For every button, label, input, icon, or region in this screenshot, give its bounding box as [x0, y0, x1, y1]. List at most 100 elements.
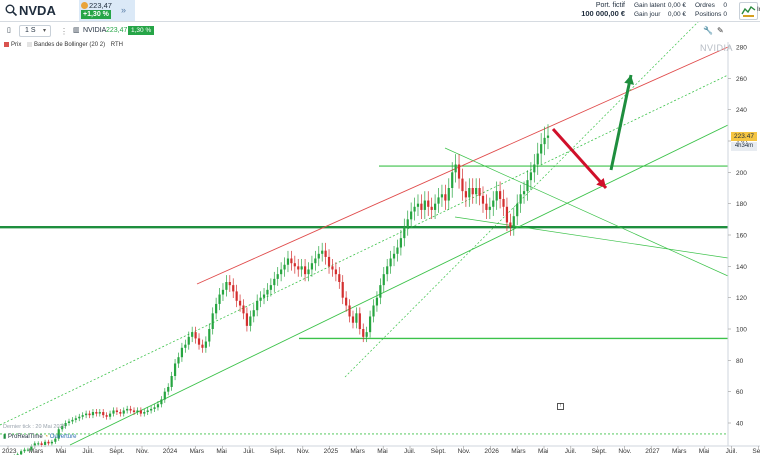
candle-body	[283, 264, 286, 270]
candle-body	[451, 172, 454, 188]
candle-body	[454, 164, 457, 173]
candle-body	[433, 203, 437, 210]
candle-body	[420, 203, 423, 210]
legend-rth[interactable]: RTH	[110, 42, 123, 49]
candle-body	[478, 188, 481, 196]
candle-body	[252, 310, 255, 317]
candle-body	[396, 247, 399, 254]
candle-body	[464, 191, 467, 198]
candle-body	[351, 316, 355, 323]
app-shortcut-label: In	[757, 6, 760, 13]
portfolio-label: Port. fictif	[595, 2, 625, 9]
candle-body	[67, 421, 71, 423]
alert-icon[interactable]: !	[557, 403, 564, 410]
candle-body	[406, 219, 409, 228]
wrench-icon[interactable]: 🔧	[703, 26, 713, 35]
x-tick-label: Sept.	[752, 448, 760, 455]
up-arrow-shaft	[609, 74, 633, 171]
interval-select[interactable]: 1 S ▾	[19, 25, 51, 37]
candle-body	[20, 451, 23, 455]
candle-body	[307, 269, 310, 275]
candle-body	[481, 195, 485, 204]
candle-body	[522, 191, 526, 195]
candle-body	[345, 297, 348, 306]
candle-body	[95, 412, 98, 414]
toolbar-price: 223,47	[106, 27, 128, 34]
instrument-icon[interactable]: ▥	[73, 27, 80, 34]
legend-bollinger[interactable]: Bandes de Bollinger (20 2)	[27, 42, 105, 48]
candle-body	[238, 300, 242, 306]
more-options-icon[interactable]: ⋮	[60, 27, 68, 36]
candle-body	[505, 206, 509, 223]
candle-body	[334, 269, 337, 275]
descending-line	[444, 147, 729, 277]
candle-body	[47, 441, 50, 444]
x-tick-label: Sept.	[592, 448, 607, 455]
candle-body	[488, 206, 491, 210]
candle-body	[495, 191, 498, 201]
candle-body	[372, 305, 375, 317]
candle-body	[119, 412, 122, 414]
quote-box[interactable]: 223,47 +1,30 %	[79, 0, 135, 21]
y-tick-label: 120	[736, 295, 747, 302]
double-chevron-right-icon[interactable]: »	[121, 5, 127, 15]
candle-body	[163, 391, 166, 400]
candle-body	[146, 410, 149, 413]
candle-body	[160, 399, 163, 405]
app-shortcut[interactable]	[739, 2, 758, 20]
candle-body	[262, 294, 266, 298]
candle-body	[126, 408, 129, 411]
candle-body	[249, 316, 252, 326]
x-tick-label: Mars	[29, 448, 44, 455]
x-tick-label: 2027	[645, 448, 660, 455]
candle-body	[403, 227, 406, 239]
search-icon[interactable]	[5, 4, 18, 17]
candle-body	[341, 282, 344, 298]
candle-body	[485, 203, 488, 210]
candle-body	[317, 253, 320, 259]
candle-body	[355, 313, 358, 323]
candle-body	[78, 416, 81, 419]
candle-body	[297, 266, 300, 270]
candle-body	[61, 426, 64, 430]
candle-body	[136, 410, 139, 413]
gain-jour-label: Gain jour	[634, 11, 661, 18]
candle-body	[529, 172, 532, 181]
portfolio-value: 100 000,00 €	[581, 9, 625, 18]
candle-body	[197, 338, 201, 345]
candle-body	[256, 300, 259, 311]
candle-body	[389, 258, 392, 267]
x-tick-label: Sept.	[431, 448, 446, 455]
ticker-symbol[interactable]: NVDA	[19, 3, 56, 18]
x-tick-label: Mai	[56, 448, 66, 455]
candle-body	[173, 363, 177, 376]
candle-body	[440, 194, 444, 198]
candle-body	[348, 305, 351, 317]
x-tick-label: Mai	[699, 448, 709, 455]
candle-body	[461, 178, 464, 192]
candle-body	[492, 200, 495, 207]
x-tick-label: Juil.	[82, 448, 94, 455]
candle-body	[40, 443, 43, 445]
x-tick-label: Juil.	[404, 448, 416, 455]
sidebar-toggle-icon[interactable]: ▯	[7, 27, 11, 34]
candle-body	[235, 291, 238, 301]
chart-toolbar: ▯ 1 S ▾ ⋮ ▥ NVIDIA 223,47	[0, 23, 730, 40]
candle-body	[208, 329, 211, 342]
quote-change-badge: +1,30 %	[81, 10, 111, 19]
pencil-icon[interactable]: ✎	[717, 26, 724, 35]
last-tick-note: Dernier tick : 20 Mai 2026	[3, 424, 66, 430]
legend-price[interactable]: Prix	[4, 42, 21, 48]
indicator-legend: Prix Bandes de Bollinger (20 2) RTH	[4, 42, 127, 48]
candle-body	[509, 222, 512, 228]
candle-body	[153, 407, 156, 409]
portfolio-summary[interactable]: Port. fictif 100 000,00 €	[578, 2, 625, 18]
candle-body	[379, 285, 382, 298]
chart-watermark: NVIDIA	[700, 43, 734, 53]
candle-body	[447, 188, 450, 201]
candle-body	[416, 203, 420, 207]
candle-body	[512, 216, 515, 228]
instrument-name[interactable]: NVIDIA	[83, 27, 107, 34]
dotted-steep-line	[344, 19, 701, 378]
